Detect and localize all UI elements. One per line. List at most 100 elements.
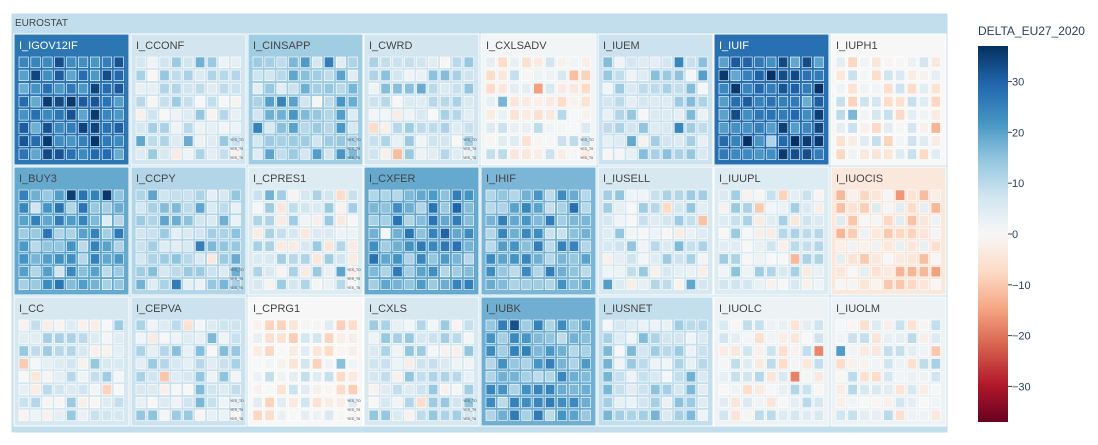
leaf-tile[interactable] [789,240,800,252]
leaf-tile[interactable] [404,83,415,95]
leaf-tile[interactable] [509,332,520,344]
leaf-tile[interactable] [18,83,29,95]
leaf-tile[interactable] [801,109,812,121]
leaf-tile[interactable] [404,345,415,357]
leaf-tile[interactable] [614,202,625,214]
leaf-tile[interactable] [485,122,496,134]
leaf-tile[interactable] [847,148,858,160]
leaf-tile[interactable] [556,228,567,239]
leaf-tile[interactable] [509,228,520,239]
leaf-tile[interactable] [404,409,415,421]
leaf-tile[interactable] [380,202,391,214]
leaf-tile[interactable] [463,266,474,278]
leaf-tile[interactable] [930,83,941,95]
leaf-tile[interactable] [778,253,789,265]
leaf-tile[interactable] [90,396,101,408]
leaf-tile[interactable] [54,148,65,160]
leaf-tile[interactable] [335,345,346,357]
leaf-tile[interactable] [801,253,812,265]
leaf-tile[interactable] [183,202,194,214]
leaf-tile[interactable] [485,409,496,421]
leaf-tile[interactable] [918,135,929,147]
leaf-tile[interactable] [754,266,765,278]
leaf-tile[interactable] [789,253,800,265]
leaf-tile[interactable] [730,409,741,421]
leaf-tile[interactable] [801,266,812,278]
leaf-tile[interactable] [930,56,941,68]
leaf-tile[interactable] [730,253,741,265]
leaf-tile[interactable] [906,148,917,160]
leaf-tile[interactable] [147,278,158,290]
leaf-tile[interactable] [230,202,241,214]
leaf-tile[interactable] [54,345,65,357]
leaf-tile[interactable] [323,148,334,160]
leaf-tile[interactable] [335,371,346,383]
leaf-tile[interactable] [730,319,741,331]
leaf-tile[interactable] [90,358,101,370]
leaf-tile[interactable] [135,396,146,408]
leaf-tile[interactable] [101,396,112,408]
leaf-tile[interactable] [288,332,299,344]
leaf-tile[interactable] [778,96,789,108]
leaf-tile[interactable] [580,215,591,227]
leaf-tile[interactable] [801,384,812,396]
leaf-tile[interactable] [101,215,112,227]
leaf-tile[interactable] [288,319,299,331]
leaf-tile[interactable] [813,371,824,383]
leaf-tile[interactable] [801,56,812,68]
leaf-tile[interactable] [159,148,170,160]
leaf-tile[interactable] [183,319,194,331]
leaf-tile[interactable] [207,135,218,147]
leaf-tile[interactable] [580,240,591,252]
leaf-tile[interactable] [918,109,929,121]
leaf-tile[interactable] [766,319,777,331]
leaf-tile[interactable] [871,69,882,81]
leaf-tile[interactable] [416,148,427,160]
leaf-tile[interactable] [159,266,170,278]
leaf-tile[interactable] [439,69,450,81]
leaf-tile[interactable] [730,69,741,81]
leaf-tile[interactable] [497,189,508,201]
leaf-tile[interactable] [207,266,218,278]
leaf-tile[interactable] [171,122,182,134]
leaf-tile[interactable] [264,409,275,421]
leaf-tile[interactable] [485,56,496,68]
leaf-tile[interactable] [183,228,194,239]
leaf-tile[interactable] [113,278,124,290]
leaf-tile[interactable] [895,278,906,290]
leaf-tile[interactable] [766,135,777,147]
leaf-tile[interactable] [871,396,882,408]
leaf-tile[interactable] [602,319,613,331]
leaf-tile[interactable] [568,371,579,383]
leaf-tile[interactable] [368,278,379,290]
leaf-tile[interactable] [685,56,696,68]
leaf-tile[interactable] [813,83,824,95]
leaf-tile[interactable] [602,396,613,408]
leaf-tile[interactable] [42,384,53,396]
leaf-tile[interactable] [218,215,229,227]
leaf-tile[interactable] [42,83,53,95]
leaf-tile[interactable] [323,83,334,95]
leaf-tile[interactable] [451,371,462,383]
leaf-tile[interactable] [697,240,708,252]
leaf-tile[interactable] [54,109,65,121]
leaf-tile[interactable] [101,371,112,383]
leaf-tile[interactable] [813,202,824,214]
leaf-tile[interactable] [662,56,673,68]
leaf-tile[interactable] [78,358,89,370]
leaf-tile[interactable] [195,56,206,68]
leaf-tile[interactable] [485,278,496,290]
leaf-tile[interactable] [626,135,637,147]
leaf-tile[interactable] [252,266,263,278]
leaf-tile[interactable] [930,278,941,290]
leaf-tile[interactable] [754,135,765,147]
leaf-tile[interactable] [847,69,858,81]
leaf-tile[interactable] [718,332,729,344]
leaf-tile[interactable] [602,384,613,396]
leaf-tile[interactable] [718,278,729,290]
leaf-tile[interactable] [147,148,158,160]
leaf-tile[interactable] [78,83,89,95]
leaf-tile[interactable] [580,409,591,421]
leaf-tile[interactable] [580,396,591,408]
leaf-tile[interactable] [930,358,941,370]
